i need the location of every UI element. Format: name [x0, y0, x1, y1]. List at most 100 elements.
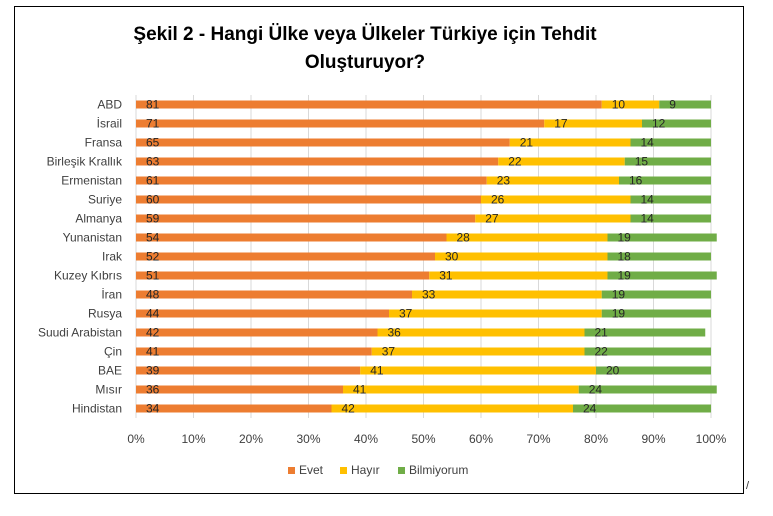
bar-segment [136, 119, 545, 128]
x-tick-label: 40% [354, 432, 378, 446]
x-tick-label: 90% [641, 432, 665, 446]
bar-segment [136, 195, 481, 204]
data-label: 63 [146, 155, 160, 169]
x-tick-label: 80% [584, 432, 608, 446]
bar-segment [584, 328, 706, 337]
data-label: 16 [629, 174, 643, 188]
data-label: 36 [388, 326, 402, 340]
data-label: 65 [146, 136, 160, 150]
data-label: 19 [612, 307, 626, 321]
data-label: 37 [399, 307, 413, 321]
legend-label: Bilmiyorum [409, 463, 468, 477]
x-tick-label: 20% [239, 432, 263, 446]
data-label: 14 [641, 212, 655, 226]
bar-segment [607, 233, 717, 242]
chart-frame [14, 6, 744, 494]
category-label: Almanya [75, 212, 122, 226]
category-label: BAE [98, 364, 122, 378]
data-label: 41 [146, 345, 160, 359]
bar-segment [343, 385, 579, 394]
data-label: 23 [497, 174, 511, 188]
page-marker: / [746, 480, 750, 492]
bar-segment [601, 290, 711, 299]
data-label: 30 [445, 250, 459, 264]
bar-segment [630, 195, 711, 204]
bar-segment [584, 347, 711, 356]
category-label: İran [101, 288, 122, 302]
bar-segment [509, 138, 631, 147]
data-label: 37 [382, 345, 396, 359]
data-label: 60 [146, 193, 160, 207]
data-label: 22 [508, 155, 522, 169]
data-label: 19 [612, 288, 626, 302]
category-label: Mısır [95, 383, 122, 397]
data-label: 36 [146, 383, 160, 397]
data-label: 14 [641, 136, 655, 150]
bar-segment [136, 214, 476, 223]
bar-segment [601, 309, 711, 318]
bar-segment [607, 252, 711, 261]
data-label: 28 [457, 231, 471, 245]
bar-segment [619, 176, 711, 185]
category-label: Fransa [85, 136, 123, 150]
bar-segment [136, 233, 447, 242]
data-label: 34 [146, 402, 160, 416]
data-label: 48 [146, 288, 160, 302]
x-tick-label: 10% [181, 432, 205, 446]
bar-segment [331, 404, 573, 413]
data-label: 18 [618, 250, 632, 264]
bar-segment [435, 252, 608, 261]
data-label: 61 [146, 174, 160, 188]
bar-segment [498, 157, 625, 166]
data-label: 26 [491, 193, 505, 207]
bar-segment [136, 347, 372, 356]
legend-swatch [340, 467, 347, 474]
bar-segment [475, 214, 631, 223]
legend-label: Hayır [351, 463, 380, 477]
data-label: 15 [635, 155, 649, 169]
x-tick-label: 100% [696, 432, 727, 446]
category-label: Suudi Arabistan [38, 326, 122, 340]
category-label: Çin [104, 345, 122, 359]
data-label: 19 [618, 231, 632, 245]
data-label: 10 [612, 98, 626, 112]
bar-segment [578, 385, 717, 394]
data-label: 42 [342, 402, 356, 416]
bar-segment [136, 290, 412, 299]
bar-segment [136, 138, 510, 147]
bar-segment [136, 100, 602, 109]
category-label: Irak [102, 250, 123, 264]
data-label: 52 [146, 250, 160, 264]
category-label: Birleşik Krallık [47, 155, 123, 169]
bar-segment [573, 404, 711, 413]
data-label: 21 [595, 326, 609, 340]
data-label: 27 [485, 212, 499, 226]
bar-segment [136, 385, 343, 394]
category-label: ABD [97, 98, 122, 112]
bar-segment [136, 252, 435, 261]
data-label: 24 [589, 383, 603, 397]
data-label: 71 [146, 117, 160, 131]
category-label: İsrail [97, 117, 122, 131]
bar-segment [136, 176, 487, 185]
category-label: Yunanistan [63, 231, 122, 245]
bar-segment [544, 119, 642, 128]
bar-segment [371, 347, 585, 356]
bar-segment [136, 271, 430, 280]
data-label: 24 [583, 402, 597, 416]
bar-segment [136, 404, 332, 413]
data-label: 12 [652, 117, 666, 131]
bar-segment [429, 271, 608, 280]
bar-segment [630, 138, 711, 147]
bar-segment [377, 328, 585, 337]
data-label: 54 [146, 231, 160, 245]
data-label: 20 [606, 364, 620, 378]
data-label: 39 [146, 364, 160, 378]
category-label: Ermenistan [61, 174, 122, 188]
data-label: 51 [146, 269, 160, 283]
bar-segment [607, 271, 717, 280]
data-label: 21 [520, 136, 534, 150]
bar-segment [136, 328, 378, 337]
x-tick-label: 0% [127, 432, 145, 446]
